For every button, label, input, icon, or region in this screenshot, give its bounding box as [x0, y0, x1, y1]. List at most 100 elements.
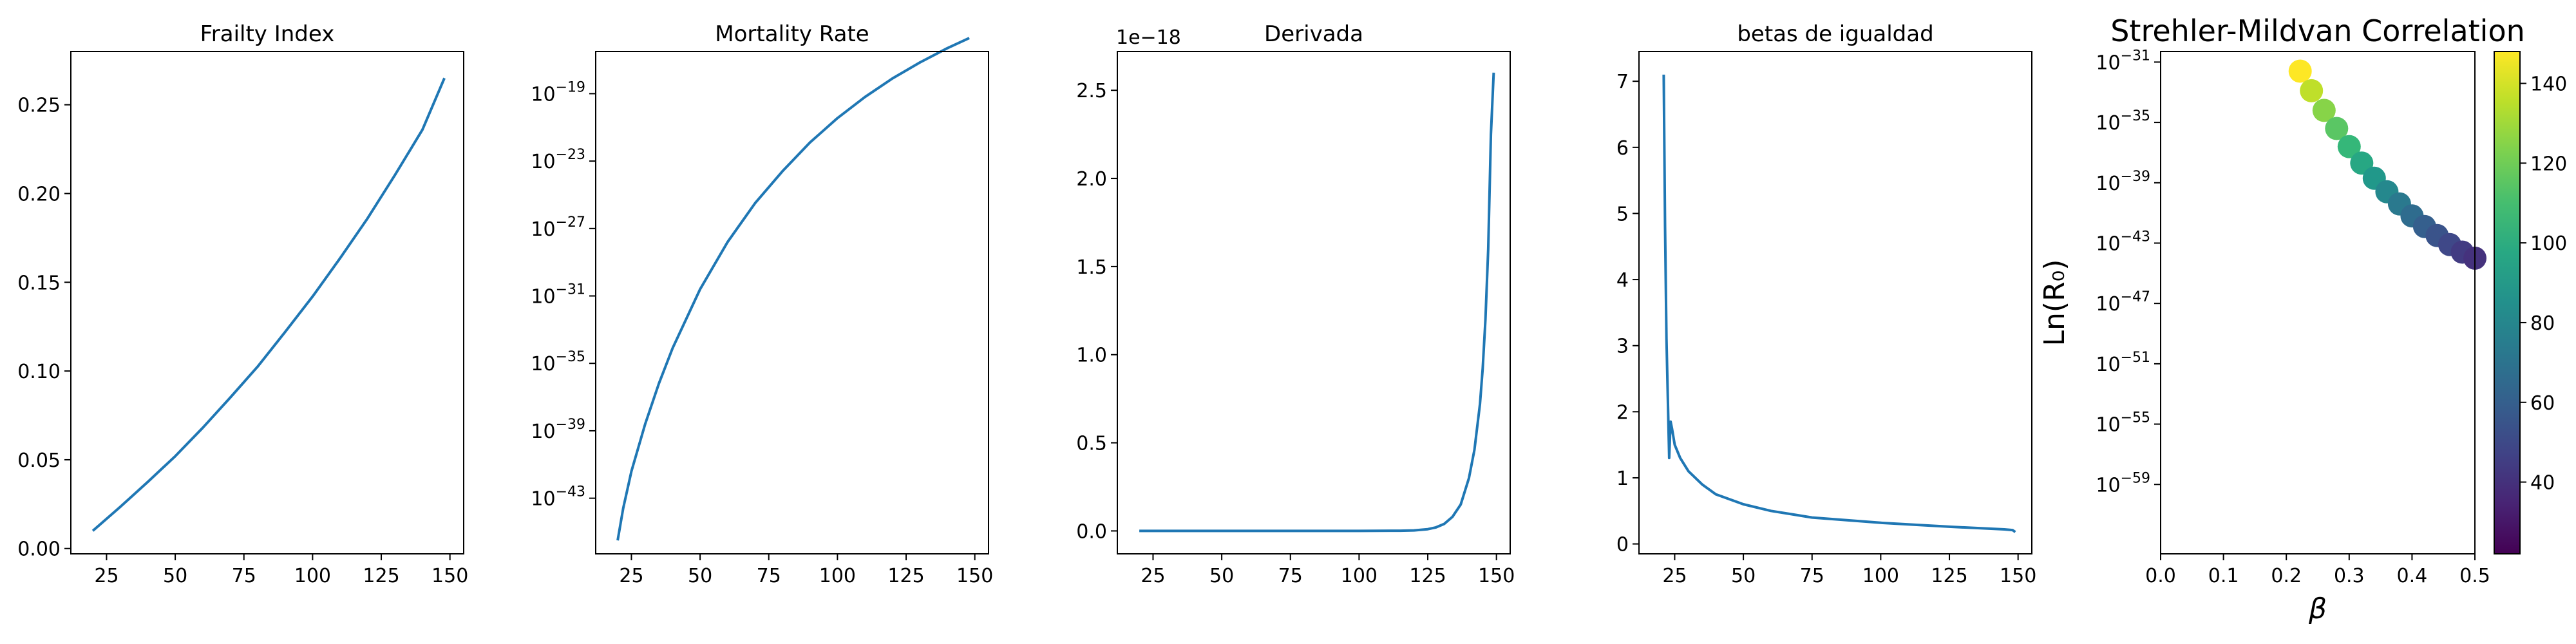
y-tick-label: 0.20 [17, 183, 61, 205]
y-tick-label: 4 [1616, 269, 1629, 292]
y-tick-label: 10−39 [2096, 169, 2150, 195]
series-line [1662, 74, 2016, 533]
x-tick-label: 150 [2000, 565, 2036, 587]
scatter-point [2325, 117, 2349, 140]
axes-frame [595, 51, 989, 554]
y-tick-label: 0.15 [17, 272, 61, 294]
x-tick-label: 50 [1209, 565, 1234, 587]
x-tick-label: 25 [1662, 565, 1687, 587]
x-tick-label: 100 [1862, 565, 1899, 587]
y-tick-label: 0.0 [1076, 520, 1107, 543]
x-tick-label: 100 [294, 565, 331, 587]
x-tick-label: 75 [1800, 565, 1824, 587]
y-tick-label: 10−35 [531, 349, 585, 375]
x-tick-label: 0.0 [2145, 565, 2176, 587]
colorbar-tick-label: 40 [2530, 472, 2555, 495]
colorbar-frame [2494, 51, 2521, 554]
y-tick-label: 0.05 [17, 450, 61, 472]
y-tick-label: 3 [1616, 336, 1629, 358]
x-tick-label: 0.3 [2334, 565, 2365, 587]
y-tick-label: 2.0 [1076, 168, 1107, 191]
x-tick-label: 150 [1478, 565, 1515, 587]
y-tick-label: 10−59 [2096, 470, 2150, 497]
y-tick-label: 6 [1616, 137, 1629, 160]
x-tick-label: 25 [94, 565, 118, 587]
x-tick-label: 0.5 [2459, 565, 2490, 587]
chart-title: Frailty Index [200, 21, 335, 47]
y-axis-label: Ln(R₀) [2038, 260, 2071, 346]
chart-title: Derivada [1264, 21, 1363, 47]
y-tick-label: 2.5 [1076, 80, 1107, 102]
y-tick-label: 1.0 [1076, 345, 1107, 367]
x-tick-label: 50 [688, 565, 712, 587]
x-tick-label: 100 [1341, 565, 1378, 587]
chart-panel-3: Derivada 25 50 75 100 125 150 0.0 0.5 1.0 1.5 2.0 2.… [1076, 21, 1515, 587]
y-tick-label: 10−39 [531, 417, 585, 443]
chart-panel-4: betas de igualdad 25 50 75 100 125 150 0 1 2 3 4 5 6 7 [1616, 21, 2036, 587]
scatter-point [2288, 59, 2312, 83]
x-tick-label: 125 [363, 565, 399, 587]
x-tick-label: 150 [956, 565, 993, 587]
y-tick-label: 10−55 [2096, 410, 2150, 437]
axes-frame [1638, 51, 2032, 554]
x-tick-label: 75 [757, 565, 781, 587]
x-tick-label: 75 [232, 565, 256, 587]
y-tick-label: 10−35 [2096, 108, 2150, 135]
x-tick-label: 0.2 [2271, 565, 2302, 587]
y-tick-label: 10−31 [531, 282, 585, 308]
scatter-point [2300, 79, 2324, 102]
chart-panel-5: Strehler-Mildvan Correlation 0.0 0.1 0.2 0.3… [2038, 14, 2525, 625]
colorbar-tick-label: 140 [2530, 73, 2567, 96]
y-tick-label: 10−51 [2096, 350, 2150, 376]
colorbar: 40 60 80 100 120 140 [2494, 51, 2567, 554]
colorbar-tick-label: 60 [2530, 392, 2555, 415]
x-tick-label: 75 [1278, 565, 1303, 587]
scatter-point [2312, 99, 2336, 122]
y-tick-label: 0 [1616, 534, 1629, 556]
y-offset-text: 1e−18 [1116, 26, 1181, 49]
y-tick-label: 2 [1616, 401, 1629, 424]
y-tick-label: 7 [1616, 71, 1629, 93]
y-tick-label: 10−23 [531, 147, 585, 173]
x-tick-label: 150 [431, 565, 468, 587]
y-tick-label: 10−47 [2096, 289, 2150, 316]
series-line [616, 37, 970, 541]
scatter-point [2337, 135, 2361, 158]
chart-panel-1: Frailty Index 25 50 75 100 125 150 0.00 0.05 0.10… [17, 21, 468, 587]
y-tick-label: 0.00 [17, 538, 61, 561]
x-tick-label: 50 [163, 565, 187, 587]
x-tick-label: 25 [1141, 565, 1165, 587]
chart-title: Mortality Rate [715, 21, 869, 47]
colorbar-tick-label: 80 [2530, 312, 2555, 335]
y-tick-label: 1 [1616, 468, 1629, 490]
colorbar-tick-label: 120 [2530, 153, 2567, 175]
axes-frame [2160, 51, 2476, 554]
colorbar-gradient [2494, 52, 2520, 554]
series-line [91, 77, 446, 532]
chart-title: betas de igualdad [1737, 21, 1933, 47]
x-tick-label: 0.1 [2208, 565, 2239, 587]
axes-frame [70, 51, 464, 554]
y-tick-label: 0.10 [17, 361, 61, 383]
x-tick-label: 0.4 [2397, 565, 2428, 587]
x-tick-label: 50 [1731, 565, 1756, 587]
y-tick-label: 0.5 [1076, 433, 1107, 455]
x-tick-label: 100 [819, 565, 856, 587]
y-tick-label: 10−31 [2096, 48, 2150, 74]
x-tick-label: 25 [619, 565, 643, 587]
axes-frame [1117, 51, 1511, 554]
x-tick-label: 125 [1409, 565, 1446, 587]
x-tick-label: 125 [887, 565, 924, 587]
y-tick-label: 5 [1616, 203, 1629, 225]
series-line [1139, 72, 1495, 533]
colorbar-tick-label: 100 [2530, 232, 2567, 255]
y-tick-label: 10−27 [531, 214, 585, 241]
y-tick-label: 10−43 [531, 484, 585, 511]
y-tick-label: 1.5 [1076, 256, 1107, 279]
x-axis-label: β [2308, 592, 2327, 625]
chart-panel-2: Mortality Rate 25 50 75 100 125 150 10−43 10−39 1… [531, 21, 993, 587]
y-tick-label: 0.25 [17, 95, 61, 117]
x-tick-label: 125 [1931, 565, 1967, 587]
y-tick-label: 10−43 [2096, 229, 2150, 255]
